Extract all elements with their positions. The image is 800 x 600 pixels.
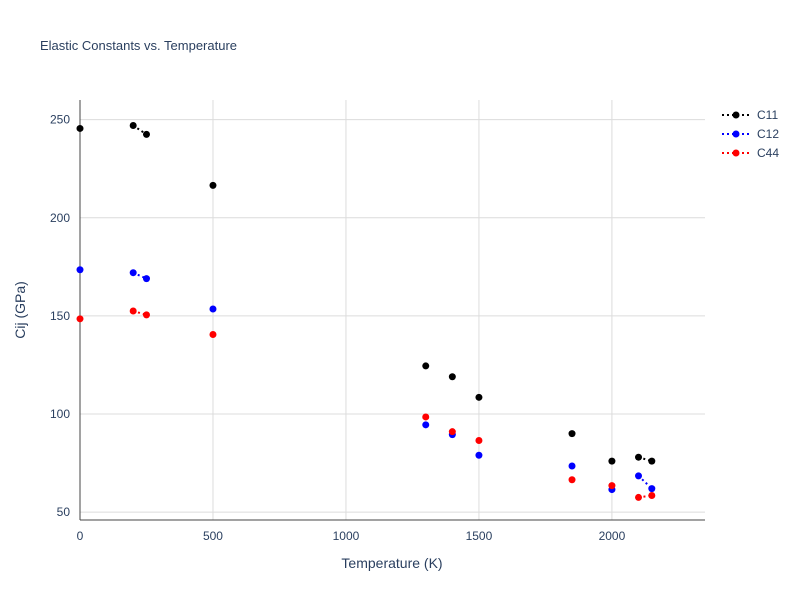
data-point-c11: [448, 373, 456, 381]
data-point-c12: [635, 472, 643, 480]
x-axis-title: Temperature (K): [341, 555, 442, 571]
y-tick-label: 100: [50, 407, 70, 421]
data-point-c44: [76, 315, 84, 323]
data-point-c12: [422, 421, 430, 429]
y-tick-label: 50: [57, 505, 71, 519]
grid-lines: [80, 100, 705, 520]
data-point-c12: [568, 462, 576, 470]
legend-marker: [732, 111, 740, 119]
data-point-c44: [142, 311, 150, 319]
data-point-c44: [608, 482, 616, 490]
legend-label: C44: [757, 146, 779, 160]
data-point-c44: [475, 437, 483, 445]
x-tick-label: 0: [77, 529, 84, 543]
axes: [79, 100, 705, 521]
legend[interactable]: C11 C12 C44: [722, 108, 779, 160]
tick-labels: 0 500 1000 1500 2000 50 100 150 200 250: [50, 113, 626, 543]
legend-item-c12[interactable]: C12: [722, 127, 779, 141]
data-points: [76, 122, 656, 501]
data-point-c11: [129, 122, 137, 130]
legend-marker: [732, 149, 740, 157]
data-point-c44: [448, 428, 456, 436]
data-point-c12: [648, 485, 656, 493]
y-tick-label: 200: [50, 211, 70, 225]
data-point-c11: [648, 457, 656, 465]
x-tick-label: 1500: [466, 529, 493, 543]
data-point-c11: [76, 124, 84, 132]
data-point-c11: [635, 453, 643, 461]
data-point-c11: [568, 430, 576, 438]
data-point-c44: [422, 413, 430, 421]
x-tick-label: 1000: [333, 529, 360, 543]
data-point-c11: [209, 181, 217, 189]
chart-title: Elastic Constants vs. Temperature: [40, 38, 237, 53]
data-point-c12: [76, 266, 84, 274]
data-point-c12: [129, 269, 137, 277]
data-point-c44: [635, 493, 643, 501]
legend-label: C11: [757, 108, 778, 122]
legend-marker: [732, 130, 740, 138]
legend-item-c11[interactable]: C11: [722, 108, 778, 122]
data-point-c11: [142, 130, 150, 138]
x-tick-label: 2000: [599, 529, 626, 543]
data-point-c44: [648, 491, 656, 499]
legend-item-c44[interactable]: C44: [722, 146, 779, 160]
data-point-c44: [568, 476, 576, 484]
x-tick-label: 500: [203, 529, 223, 543]
data-point-c44: [129, 307, 137, 315]
data-point-c11: [422, 362, 430, 370]
y-tick-label: 250: [50, 113, 70, 127]
data-point-c12: [142, 275, 150, 283]
data-point-c11: [475, 393, 483, 401]
data-point-c12: [209, 305, 217, 313]
y-tick-label: 150: [50, 309, 70, 323]
data-point-c11: [608, 457, 616, 465]
data-point-c44: [209, 331, 217, 339]
legend-label: C12: [757, 127, 779, 141]
y-axis-title: Cij (GPa): [12, 281, 28, 339]
data-point-c12: [475, 451, 483, 459]
